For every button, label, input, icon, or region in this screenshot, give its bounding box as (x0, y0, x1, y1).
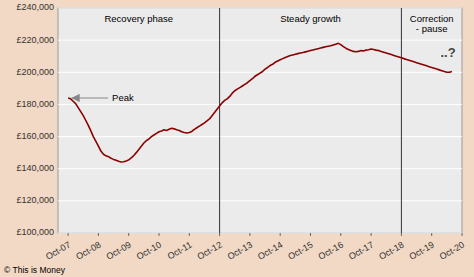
y-tick-label: £220,000 (16, 35, 54, 45)
question-annotation: ..? (440, 45, 455, 60)
x-tick (371, 233, 372, 236)
x-tick-label: Oct-14 (256, 240, 284, 262)
x-tick (189, 233, 190, 236)
phase-label-line: - pause (416, 23, 448, 34)
y-tick-label: £120,000 (16, 195, 54, 205)
x-tick (219, 233, 220, 236)
phase-label: Correction- pause (410, 13, 454, 35)
phase-label-line: Correction (410, 13, 454, 24)
phase-divider (219, 8, 220, 233)
x-tick-label: Oct-19 (408, 240, 436, 262)
y-tick-label: £180,000 (16, 99, 54, 109)
x-tick (310, 233, 311, 236)
x-tick (249, 233, 250, 236)
y-tick-label: £240,000 (16, 2, 54, 12)
peak-label: Peak (112, 92, 134, 103)
x-tick-label: Oct-09 (105, 240, 133, 262)
series-group (68, 43, 452, 162)
x-tick (98, 233, 99, 236)
chart: £100,000 £120,000 £140,000 £160,000 £180,000… (0, 0, 474, 277)
x-tick-label: Oct-07 (44, 240, 72, 262)
y-tick-label: £200,000 (16, 67, 54, 77)
plot-area (58, 8, 462, 233)
x-tick (128, 233, 129, 236)
phase-label: Steady growth (280, 13, 341, 24)
x-tick (462, 233, 463, 236)
phase-divider (401, 8, 402, 233)
phase-label-line: Steady growth (280, 13, 341, 24)
x-tick (340, 233, 341, 236)
x-tick-label: Oct-10 (135, 240, 163, 262)
x-tick (159, 233, 160, 236)
x-tick (401, 233, 402, 236)
y-tick-label: £160,000 (16, 131, 54, 141)
peak-arrow (72, 97, 108, 98)
phase-label: Recovery phase (104, 13, 173, 24)
x-tick (68, 233, 69, 236)
x-tick-label: Oct-20 (438, 240, 466, 262)
y-tick-label: £100,000 (16, 227, 54, 237)
x-tick-label: Oct-11 (166, 240, 194, 262)
x-tick-label: Oct-15 (286, 240, 314, 262)
x-tick (431, 233, 432, 236)
y-tick-label: £140,000 (16, 163, 54, 173)
x-tick (280, 233, 281, 236)
x-tick-label: Oct-17 (347, 240, 375, 262)
x-tick-label: Oct-08 (74, 240, 102, 262)
price-line (68, 43, 452, 162)
x-tick-label: Oct-18 (377, 240, 405, 262)
x-tick-label: Oct-12 (195, 240, 223, 262)
watermark: © This is Money (4, 265, 66, 275)
x-tick-label: Oct-13 (226, 240, 254, 262)
phase-label-line: Recovery phase (104, 13, 173, 24)
x-tick-label: Oct-16 (317, 240, 345, 262)
